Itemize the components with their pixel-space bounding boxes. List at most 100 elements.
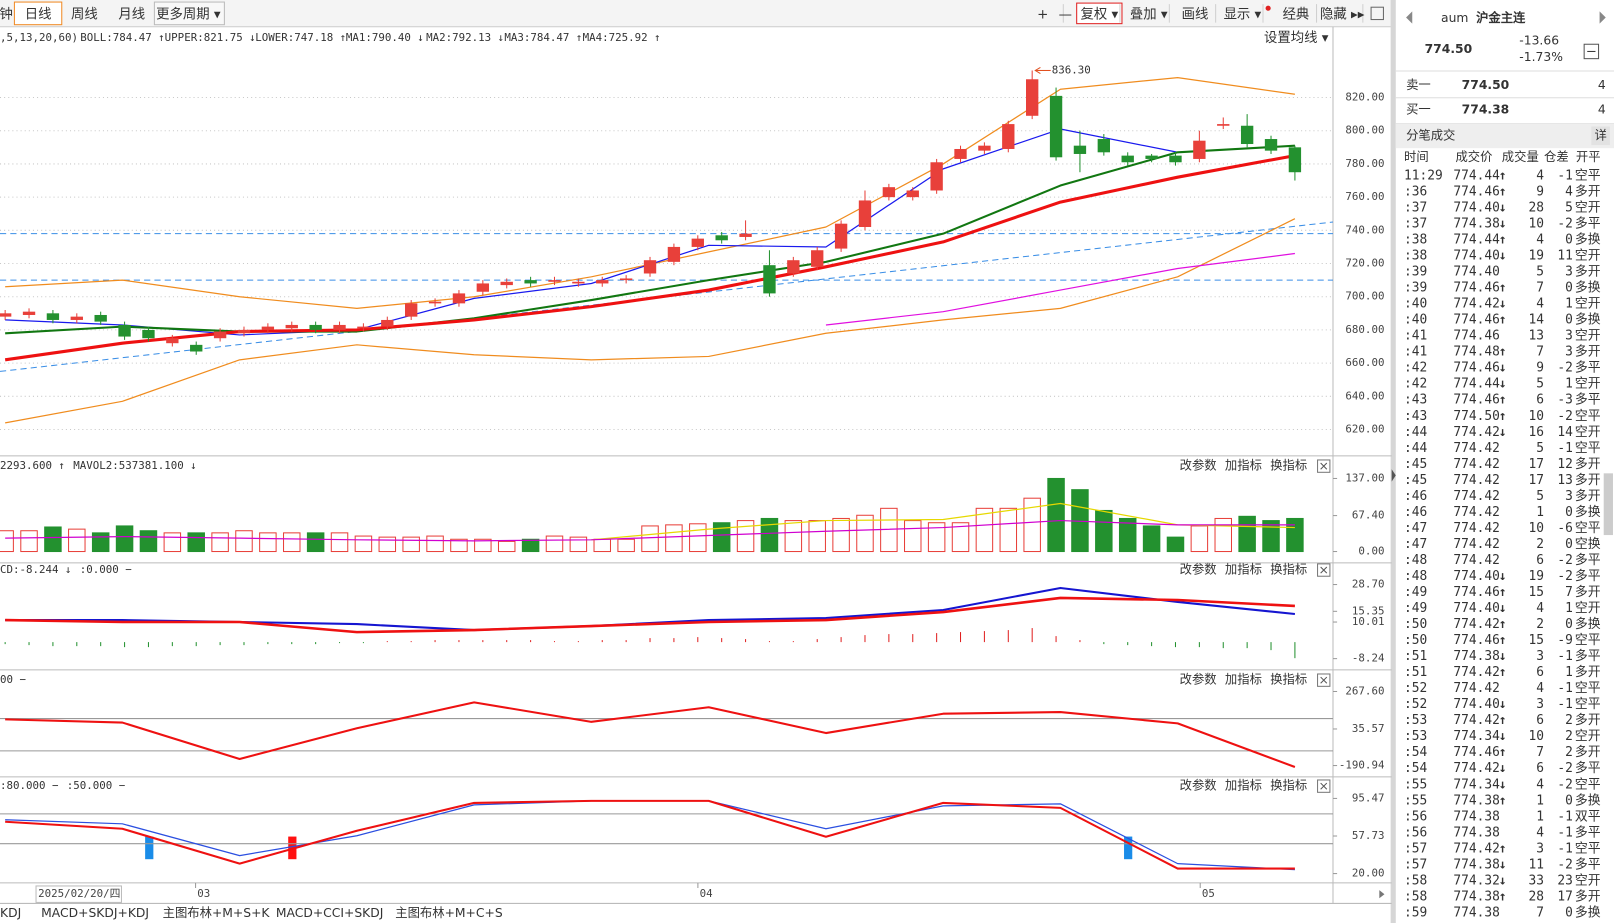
trade-oi-diff: -2 bbox=[1557, 361, 1572, 376]
trades-title-bar bbox=[1395, 123, 1614, 149]
toolbar-button[interactable]: 显示 ▾ bbox=[1224, 7, 1262, 22]
trade-type: 空开 bbox=[1575, 249, 1601, 264]
candle-body bbox=[882, 187, 896, 198]
trade-oi-diff: 3 bbox=[1565, 489, 1573, 504]
collapse-icon[interactable] bbox=[1583, 43, 1600, 60]
notice-dot bbox=[1265, 5, 1271, 11]
volume-bar bbox=[856, 514, 874, 553]
indicator-header: MAVOL2:537381.100 ↓ bbox=[73, 459, 197, 472]
trade-volume: 10 bbox=[1529, 409, 1544, 424]
trade-oi-diff: 23 bbox=[1557, 873, 1572, 888]
toolbar-button[interactable]: 经典 bbox=[1283, 6, 1310, 22]
candle-body bbox=[405, 303, 418, 317]
book-label: 买一 bbox=[1406, 103, 1431, 117]
trade-arrow: ↑ bbox=[1499, 345, 1507, 360]
prev-contract[interactable] bbox=[1406, 11, 1413, 24]
ma-settings[interactable]: 设置均线 ▾ bbox=[1264, 30, 1329, 46]
trade-price: 774.34 bbox=[1453, 777, 1500, 792]
panel-button[interactable]: 换指标 bbox=[1270, 458, 1307, 473]
period-tab[interactable]: 周线 bbox=[71, 6, 98, 22]
template-tab[interactable]: 主图布林+M+C+S bbox=[395, 906, 503, 920]
panel-button[interactable]: 改参数 bbox=[1180, 672, 1217, 687]
volume-bar bbox=[163, 532, 182, 553]
trade-volume: 6 bbox=[1536, 553, 1544, 568]
panel-button[interactable]: 改参数 bbox=[1180, 778, 1217, 793]
panel-button[interactable]: 换指标 bbox=[1270, 562, 1307, 577]
scroll-thumb[interactable] bbox=[1603, 473, 1613, 536]
toolbar-button[interactable]: 复权 ▾ bbox=[1080, 5, 1118, 22]
panel-button[interactable]: 加指标 bbox=[1225, 778, 1262, 793]
last-price: 774.50 bbox=[1425, 42, 1473, 56]
trade-oi-diff: 1 bbox=[1565, 665, 1573, 680]
trade-volume: 17 bbox=[1529, 457, 1544, 472]
fullscreen-icon[interactable] bbox=[1370, 6, 1384, 21]
trade-price: 774.40 bbox=[1453, 601, 1499, 616]
panel-button[interactable]: 换指标 bbox=[1270, 672, 1307, 687]
panel-button[interactable]: 加指标 bbox=[1225, 672, 1262, 687]
trade-price: 774.40 bbox=[1453, 249, 1499, 264]
trade-type: 多换 bbox=[1575, 793, 1601, 808]
panel-button[interactable]: 加指标 bbox=[1225, 458, 1262, 473]
template-tab[interactable]: MACD+SKDJ+KDJ bbox=[41, 906, 149, 920]
trade-type: 多开 bbox=[1575, 457, 1601, 472]
candle-body bbox=[906, 190, 919, 198]
trade-time: :44 bbox=[1404, 425, 1427, 440]
trade-oi-diff: 2 bbox=[1565, 729, 1573, 744]
volume-bar bbox=[760, 517, 779, 553]
trade-price: 774.44 bbox=[1453, 233, 1500, 248]
volume-bar bbox=[0, 530, 14, 553]
trade-price: 774.42 bbox=[1453, 473, 1499, 488]
trade-type: 多平 bbox=[1575, 857, 1601, 872]
trade-arrow: ↓ bbox=[1499, 377, 1507, 392]
trade-volume: 7 bbox=[1536, 281, 1544, 296]
scroll-right[interactable] bbox=[1379, 890, 1385, 899]
trade-arrow: ↑ bbox=[1499, 233, 1507, 248]
volume-bar bbox=[354, 535, 373, 553]
template-tab[interactable]: MACD+CCI+SKDJ bbox=[276, 906, 384, 920]
trade-type: 多平 bbox=[1575, 649, 1601, 664]
active-tab[interactable]: 日线 bbox=[25, 6, 52, 22]
panel-button[interactable]: 换指标 bbox=[1270, 778, 1307, 793]
candle-body bbox=[763, 265, 776, 294]
template-tab[interactable]: KDJ bbox=[0, 906, 21, 920]
next-contract[interactable] bbox=[1599, 11, 1606, 24]
trade-oi-diff: 3 bbox=[1565, 265, 1573, 280]
trade-price: 774.42 bbox=[1453, 425, 1499, 440]
splitter-arrow bbox=[1391, 469, 1396, 482]
toolbar-bg bbox=[0, 0, 1392, 27]
trade-price: 774.38 bbox=[1453, 857, 1499, 872]
toolbar-button[interactable]: 叠加 ▾ bbox=[1130, 6, 1168, 22]
trades-title: 分笔成交 bbox=[1406, 127, 1455, 142]
template-tab[interactable]: 主图布林+M+S+K bbox=[163, 906, 271, 920]
y-tick-label: 780.00 bbox=[1345, 157, 1384, 170]
trade-oi-diff: 0 bbox=[1565, 793, 1573, 808]
trade-oi-diff: -2 bbox=[1557, 217, 1572, 232]
trade-arrow: ↓ bbox=[1499, 425, 1507, 440]
trade-volume: 2 bbox=[1536, 537, 1544, 552]
panel-button[interactable]: 改参数 bbox=[1180, 458, 1217, 473]
trade-type: 空开 bbox=[1575, 601, 1601, 616]
trade-arrow: ↓ bbox=[1499, 361, 1507, 376]
toolbar-button[interactable]: 画线 bbox=[1182, 6, 1209, 22]
period-tab[interactable]: 更多周期 ▾ bbox=[156, 5, 221, 22]
volume-bar bbox=[1142, 525, 1161, 553]
volume-bar bbox=[689, 523, 707, 553]
candle-body bbox=[1240, 125, 1254, 145]
toolbar-button[interactable]: 隐藏 ▸▸ bbox=[1320, 6, 1365, 22]
panel-button[interactable]: 改参数 bbox=[1180, 562, 1217, 577]
trades-detail[interactable]: 详 bbox=[1594, 127, 1606, 142]
toolbar-button[interactable]: — bbox=[1059, 7, 1072, 22]
panel-button[interactable]: 加指标 bbox=[1225, 562, 1262, 577]
period-tab[interactable]: 月线 bbox=[118, 6, 145, 22]
trade-time: :48 bbox=[1404, 569, 1427, 584]
candle-body bbox=[572, 281, 585, 284]
panel-splitter[interactable] bbox=[1390, 0, 1396, 923]
volume-bar bbox=[593, 538, 612, 553]
candle-body bbox=[596, 280, 609, 284]
trade-oi-diff: 12 bbox=[1557, 457, 1572, 472]
trade-time: :59 bbox=[1404, 905, 1427, 920]
trade-price: 774.38 bbox=[1453, 809, 1499, 824]
toolbar-button[interactable]: + bbox=[1037, 7, 1048, 22]
period-tab[interactable]: 钟 bbox=[0, 5, 13, 22]
indicator-header: 00 − bbox=[0, 673, 27, 686]
